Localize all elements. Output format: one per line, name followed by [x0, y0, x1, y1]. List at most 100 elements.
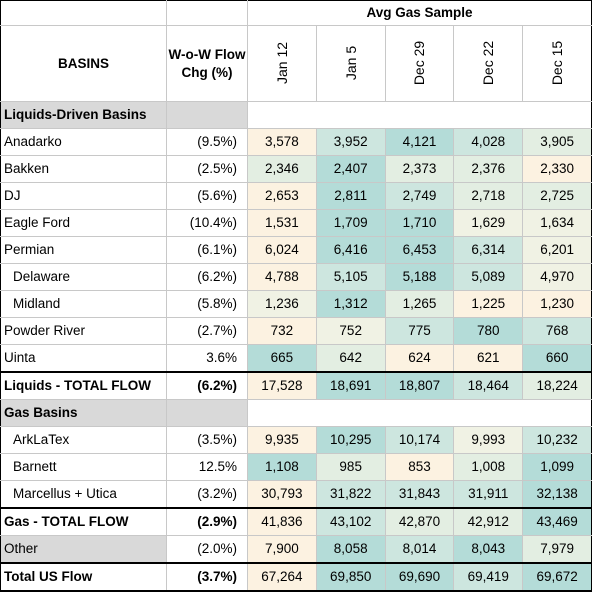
- wow-change: (9.5%): [166, 128, 248, 156]
- table-row: Eagle Ford (10.4%) 1,531 1,709 1,710 1,629 1,6…: [0, 209, 592, 237]
- date-header: Jan 12: [247, 25, 317, 102]
- flow-value: 10,295: [315, 426, 386, 454]
- flow-value: 1,634: [522, 209, 592, 237]
- table-row: Other (2.0%) 7,900 8,058 8,014 8,043 7,979: [0, 535, 592, 564]
- wow-change: (3.7%): [166, 562, 248, 592]
- flow-value: 1,709: [315, 209, 386, 237]
- basin-name: Marcellus + Utica: [0, 480, 167, 509]
- basin-name: Anadarko: [0, 128, 167, 156]
- header-blank-basin: [0, 0, 167, 26]
- flow-value: 17,528: [247, 371, 317, 400]
- wow-change: (10.4%): [166, 209, 248, 237]
- basin-name: Total US Flow: [0, 562, 167, 592]
- flow-value: 2,725: [522, 182, 592, 210]
- basin-name: Uinta: [0, 344, 167, 373]
- flow-value: 1,008: [453, 453, 524, 481]
- flow-value: 31,822: [315, 480, 386, 509]
- flow-value: 5,089: [453, 263, 524, 291]
- flow-value: 5,105: [315, 263, 386, 291]
- section-title: Gas Basins: [0, 399, 167, 427]
- section-filler: [166, 399, 248, 427]
- section-filler: [247, 101, 592, 129]
- basin-name: Delaware: [0, 263, 167, 291]
- flow-value: 9,935: [247, 426, 317, 454]
- flow-value: 853: [384, 453, 455, 481]
- flow-value: 2,376: [453, 155, 524, 183]
- flow-value: 8,014: [384, 535, 455, 564]
- wow-change: (6.2%): [166, 263, 248, 291]
- table-row: Marcellus + Utica (3.2%) 30,793 31,822 31,84…: [0, 480, 592, 509]
- flow-value: 3,905: [522, 128, 592, 156]
- table-row: Permian (6.1%) 6,024 6,416 6,453 6,314 6,201: [0, 236, 592, 264]
- basin-name: Liquids - TOTAL FLOW: [0, 371, 167, 400]
- flow-value: 1,236: [247, 290, 317, 318]
- wow-change: (2.5%): [166, 155, 248, 183]
- flow-value: 3,952: [315, 128, 386, 156]
- wow-change: (2.7%): [166, 317, 248, 345]
- flow-value: 31,843: [384, 480, 455, 509]
- table-row: DJ (5.6%) 2,653 2,811 2,749 2,718 2,725: [0, 182, 592, 210]
- flow-value: 69,850: [315, 562, 386, 592]
- flow-value: 665: [247, 344, 317, 373]
- table-body: Liquids-Driven Basins Anadarko (9.5%) 3,57…: [0, 101, 592, 592]
- flow-value: 42,870: [384, 507, 455, 536]
- flow-value: 1,629: [453, 209, 524, 237]
- wow-change: (5.6%): [166, 182, 248, 210]
- date-label: Dec 15: [549, 40, 566, 86]
- date-header: Jan 5: [315, 25, 386, 102]
- wow-change: (3.5%): [166, 426, 248, 454]
- table-row: ArkLaTex (3.5%) 9,935 10,295 10,174 9,993 10,2…: [0, 426, 592, 454]
- date-header: Dec 29: [384, 25, 455, 102]
- header-blank-chg: [166, 0, 248, 26]
- flow-value: 7,900: [247, 535, 317, 564]
- flow-value: 5,188: [384, 263, 455, 291]
- table-row: Anadarko (9.5%) 3,578 3,952 4,121 4,028 3,905: [0, 128, 592, 156]
- flow-value: 1,265: [384, 290, 455, 318]
- flow-value: 18,807: [384, 371, 455, 400]
- flow-value: 41,836: [247, 507, 317, 536]
- flow-value: 18,691: [315, 371, 386, 400]
- table-row: Bakken (2.5%) 2,346 2,407 2,373 2,376 2,330: [0, 155, 592, 183]
- flow-value: 4,970: [522, 263, 592, 291]
- table-row: Powder River (2.7%) 732 752 775 780 768: [0, 317, 592, 345]
- date-label: Jan 5: [342, 45, 359, 81]
- flow-value: 1,230: [522, 290, 592, 318]
- table-row: Barnett 12.5% 1,108 985 853 1,008 1,099: [0, 453, 592, 481]
- flow-value: 6,453: [384, 236, 455, 264]
- flow-value: 67,264: [247, 562, 317, 592]
- wow-change: (2.9%): [166, 507, 248, 536]
- flow-value: 43,469: [522, 507, 592, 536]
- basin-name: Permian: [0, 236, 167, 264]
- section-filler: [247, 399, 592, 427]
- flow-value: 4,028: [453, 128, 524, 156]
- flow-value: 2,653: [247, 182, 317, 210]
- wow-change: 3.6%: [166, 344, 248, 373]
- flow-value: 6,314: [453, 236, 524, 264]
- flow-value: 660: [522, 344, 592, 373]
- basin-name: Midland: [0, 290, 167, 318]
- flow-value: 3,578: [247, 128, 317, 156]
- flow-value: 1,531: [247, 209, 317, 237]
- flow-value: 6,416: [315, 236, 386, 264]
- table-row: Uinta 3.6% 665 642 624 621 660: [0, 344, 592, 373]
- flow-value: 2,718: [453, 182, 524, 210]
- flow-value: 2,330: [522, 155, 592, 183]
- flow-value: 1,099: [522, 453, 592, 481]
- flow-value: 8,058: [315, 535, 386, 564]
- basin-name: Barnett: [0, 453, 167, 481]
- flow-value: 4,788: [247, 263, 317, 291]
- table-row: Total US Flow (3.7%) 67,264 69,850 69,690 69,…: [0, 562, 592, 592]
- basin-name: DJ: [0, 182, 167, 210]
- flow-value: 6,024: [247, 236, 317, 264]
- basin-name: Gas - TOTAL FLOW: [0, 507, 167, 536]
- flow-value: 985: [315, 453, 386, 481]
- flow-value: 10,232: [522, 426, 592, 454]
- flow-value: 1,312: [315, 290, 386, 318]
- section-row-gas: Gas Basins: [0, 399, 592, 427]
- basin-name: Other: [0, 535, 167, 564]
- flow-value: 18,224: [522, 371, 592, 400]
- flow-value: 621: [453, 344, 524, 373]
- flow-value: 1,225: [453, 290, 524, 318]
- wow-change: (6.1%): [166, 236, 248, 264]
